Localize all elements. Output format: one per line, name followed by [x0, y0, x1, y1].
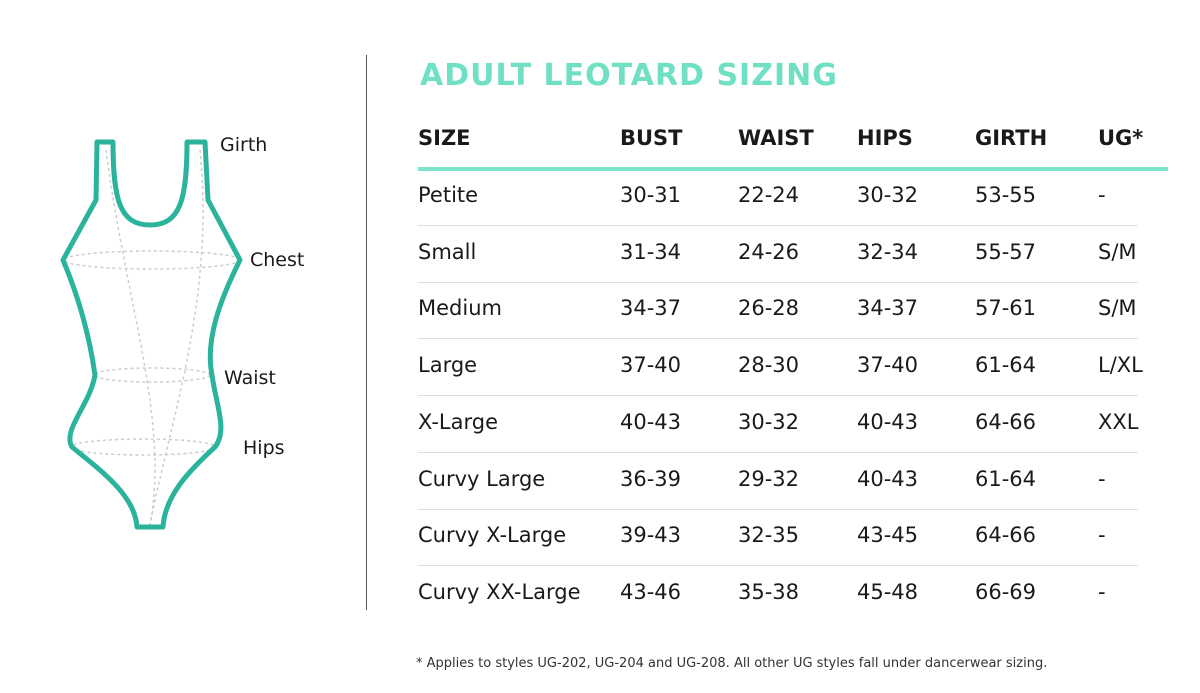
size-name: Curvy Large	[418, 466, 546, 491]
size-value: 40-43	[857, 466, 919, 491]
size-name: Medium	[418, 296, 502, 321]
size-value: 24-26	[738, 239, 800, 264]
header-rule	[418, 167, 1168, 171]
size-value: 64-66	[975, 409, 1037, 434]
size-value: 55-57	[975, 239, 1037, 264]
row-separator	[418, 395, 1138, 397]
size-name: Petite	[418, 183, 479, 207]
row-separator	[418, 451, 1138, 453]
size-value: 40-43	[857, 409, 919, 434]
size-name: Curvy X-Large	[418, 523, 567, 548]
size-value: 32-34	[857, 239, 919, 264]
size-value: 28-30	[738, 353, 800, 378]
column-header: GIRTH	[975, 126, 1048, 150]
size-value: 39-43	[620, 523, 682, 548]
size-value: 57-61	[975, 296, 1037, 321]
size-value: 36-39	[620, 466, 682, 491]
size-value: 37-40	[857, 353, 919, 378]
footnote: * Applies to styles UG-202, UG-204 and U…	[416, 656, 1048, 671]
row-separator	[418, 338, 1138, 340]
leotard-diagram	[60, 139, 243, 530]
size-value: 45-48	[857, 579, 919, 604]
column-header: SIZE	[418, 126, 471, 150]
hips-label: Hips	[243, 437, 285, 459]
chest-label: Chest	[250, 249, 305, 271]
leotard-outline	[60, 139, 243, 530]
size-value: 34-37	[620, 296, 682, 321]
size-value: 34-37	[857, 296, 919, 321]
title: ADULT LEOTARD SIZING	[420, 58, 838, 93]
size-value: 43-46	[620, 579, 682, 604]
size-value: -	[1098, 183, 1106, 207]
row-separator	[418, 508, 1138, 510]
row-separator	[418, 225, 1138, 226]
row-separator	[418, 281, 1138, 283]
size-value: 40-43	[620, 409, 682, 434]
size-value: 61-64	[975, 466, 1037, 491]
column-header: HIPS	[857, 126, 913, 150]
size-value: 35-38	[738, 579, 800, 604]
size-value: L/XL	[1098, 353, 1143, 378]
column-header: WAIST	[738, 126, 814, 150]
size-value: 30-32	[857, 183, 919, 207]
size-value: S/M	[1098, 239, 1137, 264]
column-header: BUST	[620, 126, 683, 150]
size-value: 31-34	[620, 239, 682, 264]
size-value: 43-45	[857, 523, 919, 548]
size-value: 32-35	[738, 523, 800, 548]
row-separator	[418, 565, 1138, 567]
size-name: Curvy XX-Large	[418, 579, 581, 604]
size-value: 66-69	[975, 579, 1037, 604]
size-value: 37-40	[620, 353, 682, 378]
size-name: Small	[418, 239, 477, 264]
size-name: Large	[418, 353, 478, 378]
size-value: 26-28	[738, 296, 800, 321]
divider	[366, 55, 367, 610]
size-value: 30-32	[738, 409, 800, 434]
size-value: XXL	[1098, 409, 1139, 434]
column-header: UG*	[1098, 126, 1144, 150]
size-value: -	[1098, 579, 1106, 604]
size-value: 22-24	[738, 183, 800, 207]
size-value: 53-55	[975, 183, 1037, 207]
waist-label: Waist	[224, 367, 276, 389]
size-value: 29-32	[738, 466, 800, 491]
size-value: 64-66	[975, 523, 1037, 548]
size-value: -	[1098, 523, 1106, 548]
size-name: X-Large	[418, 409, 499, 434]
size-value: 61-64	[975, 353, 1037, 378]
size-value: S/M	[1098, 296, 1137, 321]
size-value: 30-31	[620, 183, 682, 207]
girth-label: Girth	[220, 134, 268, 156]
size-value: -	[1098, 466, 1106, 491]
